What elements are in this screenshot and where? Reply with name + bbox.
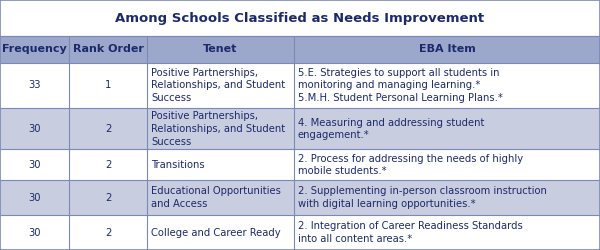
Text: Educational Opportunities
and Access: Educational Opportunities and Access [151,186,281,209]
Text: 2. Integration of Career Readiness Standards
into all content areas.*: 2. Integration of Career Readiness Stand… [298,221,523,244]
Text: 5.E. Strategies to support all students in
monitoring and managing learning.*
5.: 5.E. Strategies to support all students … [298,68,503,103]
Bar [0,108,600,150]
Bar [0,36,600,62]
Text: 1: 1 [105,80,111,90]
Bar [0,215,600,250]
Text: Among Schools Classified as Needs Improvement: Among Schools Classified as Needs Improv… [115,12,485,25]
Text: 30: 30 [28,160,41,170]
Text: 2: 2 [105,124,111,134]
Text: 30: 30 [28,193,41,203]
Text: 2. Supplementing in-person classroom instruction
with digital learning opportuni: 2. Supplementing in-person classroom ins… [298,186,547,209]
Text: 30: 30 [28,228,41,237]
Bar [0,150,600,180]
Text: 2: 2 [105,228,111,237]
Text: 2. Process for addressing the needs of highly
mobile students.*: 2. Process for addressing the needs of h… [298,154,523,176]
Text: Positive Partnerships,
Relationships, and Student
Success: Positive Partnerships, Relationships, an… [151,68,285,103]
Text: Transitions: Transitions [151,160,205,170]
Bar [0,0,600,36]
Text: Frequency: Frequency [2,44,67,54]
Text: Tenet: Tenet [203,44,238,54]
Text: Rank Order: Rank Order [73,44,143,54]
Text: 30: 30 [28,124,41,134]
Bar [0,180,600,215]
Text: 33: 33 [28,80,41,90]
Text: 2: 2 [105,193,111,203]
Text: 2: 2 [105,160,111,170]
Bar [0,62,600,108]
Text: Positive Partnerships,
Relationships, and Student
Success: Positive Partnerships, Relationships, an… [151,111,285,147]
Text: EBA Item: EBA Item [419,44,475,54]
Text: 4. Measuring and addressing student
engagement.*: 4. Measuring and addressing student enga… [298,118,484,140]
Text: College and Career Ready: College and Career Ready [151,228,281,237]
